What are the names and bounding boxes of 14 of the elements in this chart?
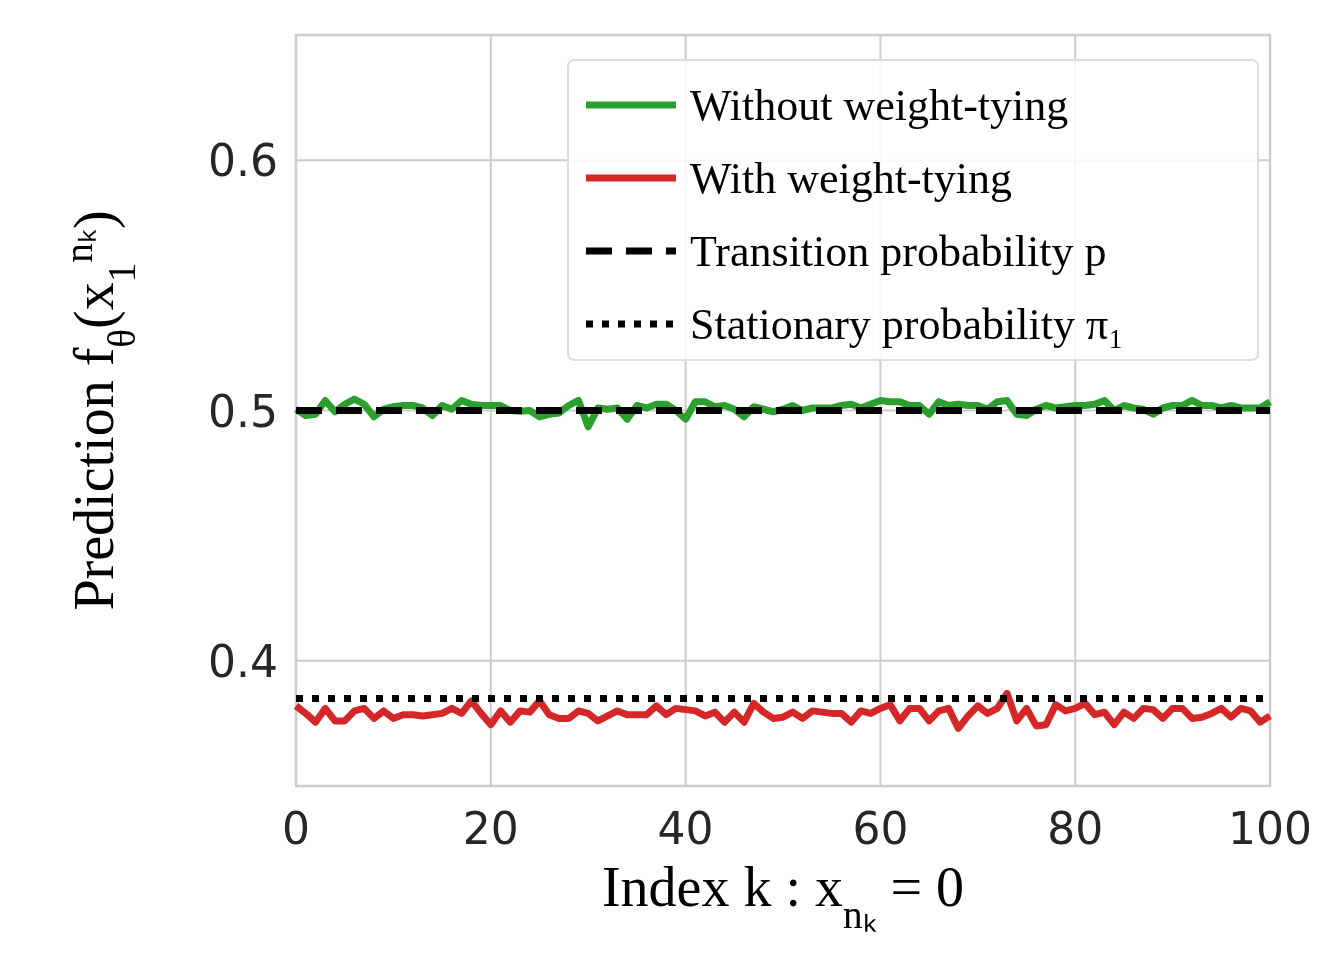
legend-label: Transition probability p [690, 227, 1107, 276]
x-tick-label: 60 [852, 803, 909, 854]
x-tick-label: 80 [1047, 803, 1104, 854]
x-tick-label: 100 [1228, 803, 1312, 854]
x-tick-label: 20 [462, 803, 519, 854]
x-tick-label: 40 [657, 803, 714, 854]
y-tick-label: 0.5 [208, 385, 278, 437]
x-tick-label: 0 [282, 803, 310, 854]
legend-label: Stationary probability π₁ [690, 300, 1124, 349]
legend-label: Without weight-tying [690, 81, 1069, 130]
y-tick-label: 0.4 [208, 635, 278, 687]
x-axis-title: Index k : x$_{nₖ}$ = 0 [601, 856, 965, 936]
y-tick-label: 0.6 [208, 135, 278, 187]
legend-label: With weight-tying [690, 154, 1013, 203]
